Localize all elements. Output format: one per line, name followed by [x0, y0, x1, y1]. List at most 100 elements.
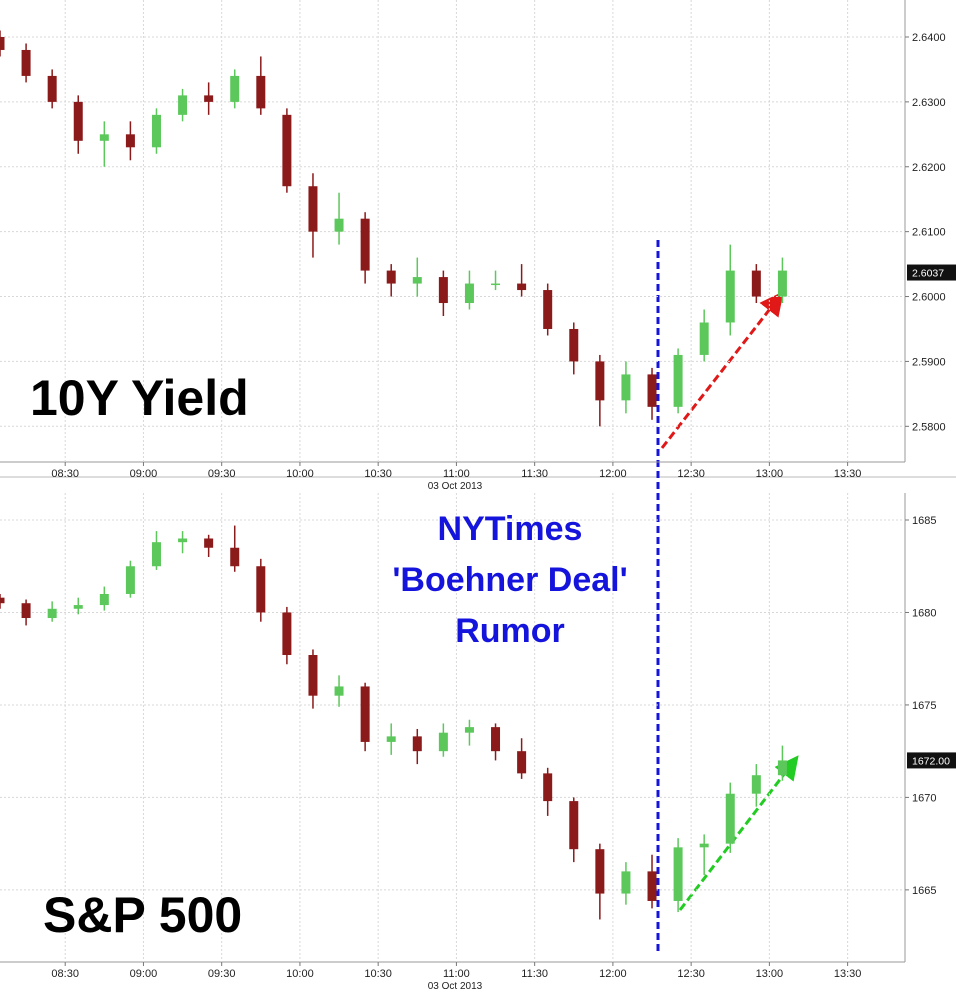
y-tick-label: 2.6400 [912, 32, 946, 44]
candle-body [386, 270, 396, 284]
candle-body [569, 801, 579, 850]
x-tick-label: 09:00 [130, 968, 158, 980]
candle-body [0, 36, 5, 50]
candle-body [47, 608, 57, 619]
candle-body [725, 793, 735, 844]
candle-body [73, 605, 83, 609]
candle-body [595, 849, 605, 894]
candle-body [725, 270, 735, 323]
candle-body [621, 374, 631, 401]
x-tick-label: 08:30 [51, 468, 79, 480]
y-tick-label: 1670 [912, 792, 936, 804]
candle-body [491, 283, 501, 286]
x-tick-label: 11:00 [443, 468, 470, 480]
last-price-label: 2.6037 [912, 268, 944, 280]
candle-body [334, 686, 344, 696]
annotation: NYTimes [438, 510, 583, 548]
candle-body [464, 283, 474, 304]
x-tick-label: 09:30 [208, 968, 236, 980]
y-tick-label: 1685 [912, 515, 936, 527]
x-axis-label: 03 Oct 2013 [428, 481, 483, 492]
x-tick-label: 10:30 [364, 968, 392, 980]
candle-body [230, 75, 240, 102]
x-axis-label: 03 Oct 2013 [428, 981, 483, 992]
candle-body [751, 775, 761, 794]
candle-body [308, 186, 318, 232]
candle-body [125, 566, 135, 594]
candle-body [569, 328, 579, 362]
x-tick-label: 12:00 [599, 968, 627, 980]
x-tick-label: 10:00 [286, 468, 314, 480]
x-tick-label: 11:00 [443, 968, 470, 980]
candle-body [647, 374, 657, 407]
candle-body [412, 736, 422, 752]
x-tick-label: 10:00 [286, 968, 314, 980]
candle-body [412, 277, 422, 284]
candle-body [204, 95, 214, 102]
y-tick-label: 2.6100 [912, 227, 946, 239]
candle-body [751, 270, 761, 297]
candle-body [0, 597, 5, 604]
candle-body [777, 270, 787, 297]
candle-body [360, 218, 370, 271]
candle-body [151, 542, 161, 567]
x-tick-label: 13:00 [756, 968, 784, 980]
candle-body [21, 49, 31, 76]
candle-body [151, 114, 161, 148]
x-tick-label: 11:30 [521, 468, 548, 480]
x-tick-label: 12:30 [677, 468, 705, 480]
candle-body [178, 95, 188, 115]
y-tick-label: 2.5800 [912, 421, 946, 433]
candle-body [256, 566, 266, 613]
candle-body [360, 686, 370, 742]
candle-body [699, 843, 709, 848]
candle-body [517, 283, 527, 291]
candle-body [543, 290, 553, 329]
x-tick-label: 13:30 [834, 968, 862, 980]
x-tick-label: 09:00 [130, 468, 158, 480]
candle-body [699, 322, 709, 355]
candle-body [334, 218, 344, 232]
candle-body [47, 75, 57, 102]
candle-body [73, 101, 83, 141]
candle-body [464, 727, 474, 733]
annotation: Rumor [455, 612, 565, 650]
panel-title: 10Y Yield [30, 370, 249, 426]
trend-arrow [678, 755, 799, 911]
last-price-box [907, 264, 956, 281]
x-tick-label: 09:30 [208, 468, 236, 480]
candle-body [204, 538, 214, 548]
last-price-box [907, 752, 956, 769]
candle-body [178, 538, 188, 543]
y-tick-label: 2.6200 [912, 162, 946, 174]
y-tick-label: 2.6000 [912, 292, 946, 304]
candle-body [386, 736, 396, 742]
x-tick-label: 10:30 [364, 468, 392, 480]
trend-arrow [660, 291, 784, 449]
panel-title: S&P 500 [43, 887, 242, 943]
candle-body [308, 655, 318, 696]
x-tick-label: 13:00 [756, 468, 784, 480]
candle-body [230, 547, 240, 567]
candle-body [673, 354, 683, 407]
annotation: 'Boehner Deal' [392, 561, 627, 599]
candle-body [621, 871, 631, 894]
candle-body [21, 603, 31, 619]
candle-body [282, 114, 292, 187]
candle-body [438, 277, 448, 304]
candle-body [595, 361, 605, 401]
candle-body [673, 847, 683, 901]
x-tick-label: 08:30 [51, 968, 79, 980]
x-tick-label: 12:30 [677, 968, 705, 980]
y-tick-label: 2.6300 [912, 97, 946, 109]
candle-body [282, 612, 292, 656]
x-tick-label: 11:30 [521, 968, 548, 980]
candle-body [647, 871, 657, 901]
candle-body [517, 751, 527, 774]
candle-body [777, 760, 787, 776]
candle-body [125, 134, 135, 148]
candle-body [543, 773, 553, 802]
y-tick-label: 1680 [912, 607, 936, 619]
candle-body [491, 727, 501, 752]
